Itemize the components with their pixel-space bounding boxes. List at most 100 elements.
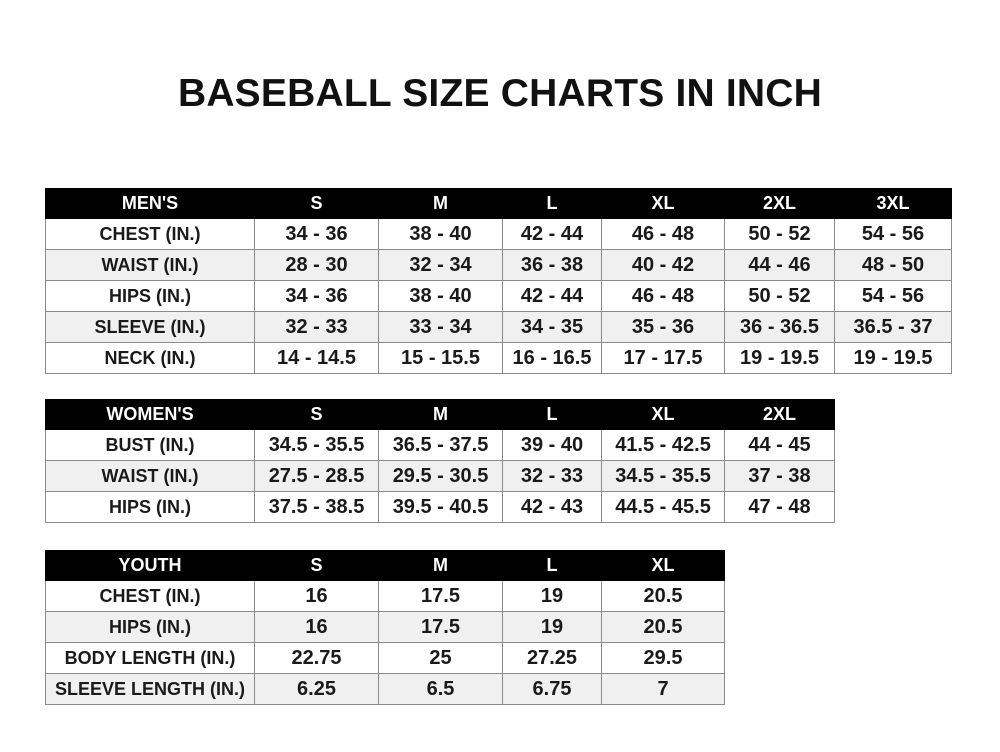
size-value: 20.5 — [601, 611, 725, 643]
size-value: 44 - 46 — [724, 249, 835, 281]
size-value: 19 — [502, 580, 602, 612]
size-value: 36 - 38 — [502, 249, 602, 281]
measurement-label: WAIST (IN.) — [45, 249, 255, 281]
size-value: 42 - 44 — [502, 280, 602, 312]
size-header: L — [502, 399, 602, 430]
measurement-label: BODY LENGTH (IN.) — [45, 642, 255, 674]
size-header: L — [502, 188, 602, 219]
size-value: 19 - 19.5 — [834, 342, 952, 374]
category-header: MEN'S — [45, 188, 255, 219]
size-value: 39 - 40 — [502, 429, 602, 461]
measurement-label: SLEEVE (IN.) — [45, 311, 255, 343]
size-value: 16 — [254, 611, 379, 643]
size-header: M — [378, 399, 503, 430]
size-value: 32 - 34 — [378, 249, 503, 281]
size-header: 2XL — [724, 399, 835, 430]
size-value: 36 - 36.5 — [724, 311, 835, 343]
category-header: WOMEN'S — [45, 399, 255, 430]
size-value: 38 - 40 — [378, 218, 503, 250]
men-size-table: MEN'S S M L XL 2XL 3XL CHEST (IN.) 34 - 36 38 - 4… — [45, 188, 952, 374]
size-value: 36.5 - 37.5 — [378, 429, 503, 461]
size-value: 19 - 19.5 — [724, 342, 835, 374]
size-value: 33 - 34 — [378, 311, 503, 343]
size-value: 50 - 52 — [724, 280, 835, 312]
table-row: SLEEVE LENGTH (IN.) 6.25 6.5 6.75 7 — [45, 673, 725, 705]
size-value: 46 - 48 — [601, 280, 725, 312]
size-header: XL — [601, 188, 725, 219]
size-value: 39.5 - 40.5 — [378, 491, 503, 523]
size-value: 17.5 — [378, 580, 503, 612]
size-value: 20.5 — [601, 580, 725, 612]
size-value: 54 - 56 — [834, 218, 952, 250]
size-value: 6.25 — [254, 673, 379, 705]
size-header: 2XL — [724, 188, 835, 219]
table-row: WAIST (IN.) 27.5 - 28.5 29.5 - 30.5 32 - 33… — [45, 460, 835, 492]
size-value: 25 — [378, 642, 503, 674]
table-row: WAIST (IN.) 28 - 30 32 - 34 36 - 38 40 - 42 4… — [45, 249, 952, 281]
size-header: S — [254, 550, 379, 581]
size-value: 54 - 56 — [834, 280, 952, 312]
table-row: HIPS (IN.) 37.5 - 38.5 39.5 - 40.5 42 - 43 4… — [45, 491, 835, 523]
table-row: BUST (IN.) 34.5 - 35.5 36.5 - 37.5 39 - 40 4… — [45, 429, 835, 461]
size-value: 36.5 - 37 — [834, 311, 952, 343]
size-header: S — [254, 399, 379, 430]
measurement-label: BUST (IN.) — [45, 429, 255, 461]
table-row: SLEEVE (IN.) 32 - 33 33 - 34 34 - 35 35 - 36… — [45, 311, 952, 343]
table-row: HIPS (IN.) 34 - 36 38 - 40 42 - 44 46 - 48 50… — [45, 280, 952, 312]
size-value: 34 - 36 — [254, 280, 379, 312]
size-value: 37 - 38 — [724, 460, 835, 492]
size-value: 17.5 — [378, 611, 503, 643]
size-value: 27.25 — [502, 642, 602, 674]
size-value: 47 - 48 — [724, 491, 835, 523]
size-value: 7 — [601, 673, 725, 705]
size-value: 6.5 — [378, 673, 503, 705]
size-header: XL — [601, 399, 725, 430]
table-row: NECK (IN.) 14 - 14.5 15 - 15.5 16 - 16.5 17 … — [45, 342, 952, 374]
size-header: M — [378, 188, 503, 219]
size-value: 22.75 — [254, 642, 379, 674]
size-header: XL — [601, 550, 725, 581]
measurement-label: CHEST (IN.) — [45, 218, 255, 250]
table-row: HIPS (IN.) 16 17.5 19 20.5 — [45, 611, 725, 643]
size-value: 48 - 50 — [834, 249, 952, 281]
measurement-label: CHEST (IN.) — [45, 580, 255, 612]
size-value: 29.5 - 30.5 — [378, 460, 503, 492]
measurement-label: NECK (IN.) — [45, 342, 255, 374]
size-value: 50 - 52 — [724, 218, 835, 250]
size-value: 29.5 — [601, 642, 725, 674]
size-value: 32 - 33 — [254, 311, 379, 343]
size-value: 37.5 - 38.5 — [254, 491, 379, 523]
size-value: 40 - 42 — [601, 249, 725, 281]
size-value: 34.5 - 35.5 — [254, 429, 379, 461]
size-value: 44.5 - 45.5 — [601, 491, 725, 523]
table-row: CHEST (IN.) 34 - 36 38 - 40 42 - 44 46 - 48 5… — [45, 218, 952, 250]
size-value: 15 - 15.5 — [378, 342, 503, 374]
size-value: 35 - 36 — [601, 311, 725, 343]
size-header: L — [502, 550, 602, 581]
size-value: 32 - 33 — [502, 460, 602, 492]
size-value: 28 - 30 — [254, 249, 379, 281]
size-header: S — [254, 188, 379, 219]
size-value: 42 - 44 — [502, 218, 602, 250]
women-size-table: WOMEN'S S M L XL 2XL BUST (IN.) 34.5 - 35.5 36.5… — [45, 399, 835, 523]
table-row: BODY LENGTH (IN.) 22.75 25 27.25 29.5 — [45, 642, 725, 674]
measurement-label: HIPS (IN.) — [45, 280, 255, 312]
size-value: 16 — [254, 580, 379, 612]
category-header: YOUTH — [45, 550, 255, 581]
table-row: CHEST (IN.) 16 17.5 19 20.5 — [45, 580, 725, 612]
size-value: 42 - 43 — [502, 491, 602, 523]
header-row: MEN'S S M L XL 2XL 3XL — [45, 188, 952, 219]
size-value: 19 — [502, 611, 602, 643]
measurement-label: HIPS (IN.) — [45, 611, 255, 643]
size-value: 34 - 36 — [254, 218, 379, 250]
measurement-label: HIPS (IN.) — [45, 491, 255, 523]
size-value: 46 - 48 — [601, 218, 725, 250]
size-value: 34 - 35 — [502, 311, 602, 343]
size-value: 14 - 14.5 — [254, 342, 379, 374]
size-value: 38 - 40 — [378, 280, 503, 312]
size-value: 16 - 16.5 — [502, 342, 602, 374]
size-value: 34.5 - 35.5 — [601, 460, 725, 492]
header-row: YOUTH S M L XL — [45, 550, 725, 581]
size-value: 41.5 - 42.5 — [601, 429, 725, 461]
size-value: 27.5 - 28.5 — [254, 460, 379, 492]
